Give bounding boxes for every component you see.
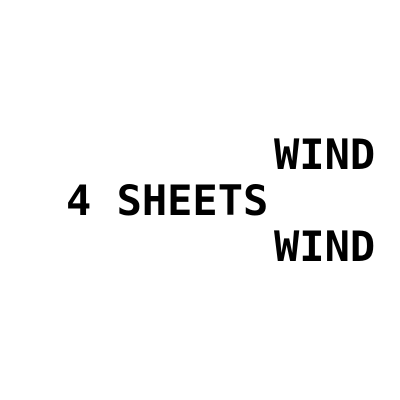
bottom-word: WIND [274,222,376,271]
top-word: WIND [274,130,376,179]
middle-phrase: 4 SHEETS [66,176,269,225]
